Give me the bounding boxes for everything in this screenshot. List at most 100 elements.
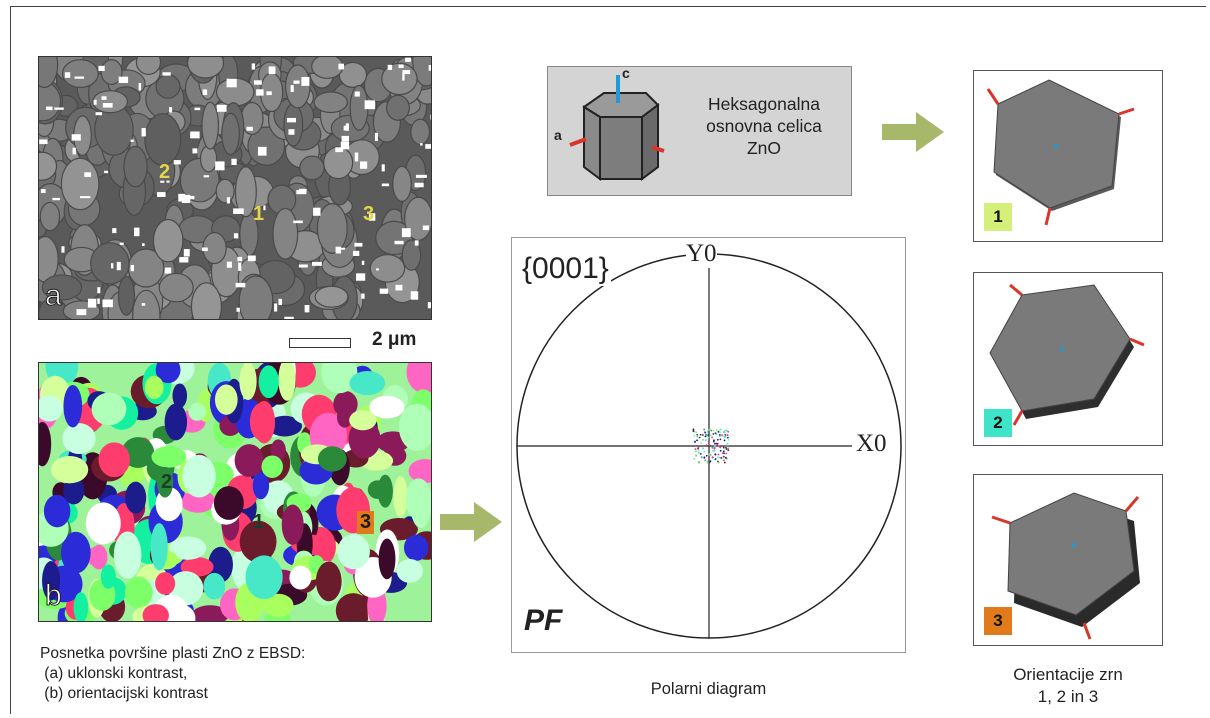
pole-point [707,436,710,439]
pole-point [700,442,703,445]
orientation-box-2: 2 [973,272,1163,446]
unindexed-patch [52,197,60,201]
unindexed-patch [202,247,208,252]
unindexed-patch [354,91,360,97]
pole-point [722,446,725,449]
unindexed-patch [235,282,246,288]
unindexed-patch [415,174,427,178]
oriented-grain [73,592,89,621]
pole-point [717,460,719,463]
oriented-grain [156,466,174,498]
grain [135,57,162,76]
unindexed-patch [54,107,64,110]
unindexed-patch [226,261,232,268]
unindexed-patch [246,126,253,131]
pole-point [708,461,711,464]
unindexed-patch [381,183,390,187]
pole-point [720,456,723,459]
unit-cell-text-line-2: osnovna celica [706,116,822,136]
grain-label-1: 1 [253,203,265,225]
oriented-grain [63,384,83,428]
unindexed-patch [354,152,359,162]
grain-label-2: 2 [161,471,173,493]
unindexed-patch [186,195,195,200]
grain [410,118,431,145]
oriented-grain [369,395,405,419]
pole-point [701,456,704,459]
pole-point [726,436,729,439]
pole-point [713,446,716,449]
oriented-grain [393,475,408,518]
pole-point [727,448,729,450]
pole-point [714,453,717,456]
pole-point [697,450,700,452]
unindexed-patch [141,303,146,306]
unindexed-patch [402,73,405,81]
oriented-grain [164,403,188,441]
unindexed-patch [405,57,411,62]
oriented-grain [270,439,286,462]
oriented-grain [378,538,396,580]
pole-point [712,440,715,443]
pole-point [694,440,696,443]
grain [234,166,257,218]
grain [299,155,325,181]
pole-point [712,429,715,432]
oriented-grain [43,494,71,528]
unindexed-patch [395,284,403,291]
unindexed-patch [164,267,172,274]
unindexed-patch [410,291,419,300]
unindexed-patch [169,107,173,113]
unindexed-patch [428,64,431,71]
oriented-grain [182,454,216,498]
pole-point [697,446,700,449]
oriented-grain [63,476,85,505]
pole-figure-panel: {0001} Y0 X0 PF [511,237,906,653]
unindexed-patch [237,256,243,262]
grain [311,57,344,79]
y0-axis-label: Y0 [686,240,717,268]
grain [369,254,406,283]
grain [41,274,83,301]
unindexed-patch [80,196,91,199]
pole-point [713,444,716,447]
unindexed-patch [138,82,142,91]
pole-point [723,431,726,434]
unindexed-patch [381,164,385,172]
grain [381,62,418,96]
oriented-grain [191,605,229,621]
pole-point [697,451,700,454]
unit-cell-text-line-3: ZnO [746,138,782,158]
unindexed-patch [157,192,166,197]
unindexed-patch [61,246,65,253]
unindexed-patch [266,91,272,96]
panel-letter-b: b [45,579,63,613]
pole-point [723,439,726,442]
unindexed-patch [142,243,145,247]
unindexed-patch [226,197,231,204]
oriented-grain [239,363,257,401]
figure-frame [10,6,1206,714]
pole-point [724,433,727,436]
unindexed-patch [101,96,107,100]
oriented-grain [245,555,283,600]
unindexed-patch [374,132,378,142]
pole-figure-plot [516,253,902,639]
unindexed-patch [379,288,389,294]
grain [221,112,240,156]
unindexed-patch [183,249,190,257]
grain [392,165,412,202]
oriented-grain [214,384,238,415]
orientation-box-1: 1 [973,70,1163,242]
pole-point [712,449,714,452]
unindexed-patch [233,208,244,214]
pole-point [708,444,711,447]
unindexed-patch [313,207,321,216]
unindexed-patch [293,80,300,84]
unindexed-patch [293,220,303,224]
unindexed-patch [173,160,181,165]
unindexed-patch [364,100,376,110]
unindexed-patch [394,240,404,245]
grain [92,90,129,114]
pole-point [725,452,728,455]
